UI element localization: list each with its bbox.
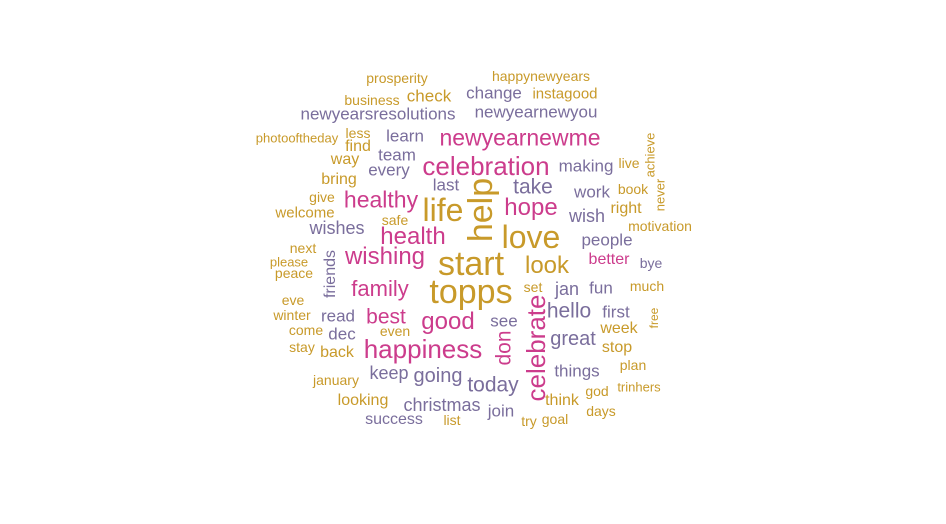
word-good: good (421, 308, 475, 335)
word-instagood: instagood (532, 85, 598, 103)
word-bye: bye (639, 255, 663, 271)
word-don: don (492, 330, 516, 366)
word-every: every (368, 160, 410, 180)
word-celebration: celebration (422, 151, 550, 181)
word-goal: goal (541, 411, 569, 427)
word-days: days (586, 403, 616, 419)
word-christmas: christmas (403, 395, 481, 415)
word-hello: hello (546, 299, 592, 323)
word-take: take (513, 175, 553, 199)
word-great: great (550, 328, 596, 350)
word-healthy: healthy (343, 186, 419, 213)
word-business: business (344, 92, 400, 108)
word-love: love (501, 219, 561, 255)
word-looking: looking (337, 392, 389, 409)
word-friends: friends (322, 249, 339, 299)
word-plan: plan (619, 357, 647, 373)
word-health: health (380, 223, 446, 250)
word-motivation: motivation (628, 218, 692, 234)
word-topps: topps (429, 273, 513, 311)
word-learn: learn (386, 126, 424, 146)
word-achieve: achieve (642, 132, 658, 178)
word-week: week (600, 320, 638, 337)
word-today: today (467, 373, 519, 397)
word-making: making (558, 156, 614, 176)
word-find: find (345, 138, 371, 155)
word-see: see (490, 311, 518, 331)
word-last: last (432, 175, 460, 195)
word-wishing: wishing (344, 243, 426, 270)
word-family: family (351, 276, 409, 301)
word-much: much (629, 278, 665, 294)
word-start: start (437, 245, 505, 283)
word-god: god (585, 383, 609, 399)
word-team: team (378, 145, 416, 165)
word-please: please (269, 254, 309, 270)
word-book: book (617, 181, 649, 197)
word-right: right (610, 200, 642, 217)
word-prosperity: prosperity (366, 70, 428, 86)
word-safe: safe (381, 212, 409, 228)
word-eve: eve (281, 292, 305, 308)
word-even: even (379, 323, 411, 339)
word-less: less (345, 125, 371, 141)
word-dec: dec (328, 324, 356, 344)
word-live: live (618, 155, 640, 171)
word-set: set (523, 279, 543, 295)
word-look: look (524, 252, 570, 279)
word-wishes: wishes (309, 218, 365, 238)
word-newyearnewme: newyearnewme (439, 124, 601, 151)
word-help: help (462, 177, 500, 243)
word-back: back (320, 344, 354, 361)
word-going: going (413, 365, 463, 387)
word-life: life (422, 192, 464, 228)
word-come: come (288, 322, 324, 338)
word-fun: fun (589, 278, 613, 298)
word-newyearsresolutions: newyearsresolutions (300, 104, 456, 124)
word-better: better (588, 251, 630, 268)
word-free: free (647, 307, 661, 329)
word-happynewyears: happynewyears (491, 68, 591, 84)
word-keep: keep (369, 363, 409, 383)
word-way: way (330, 151, 360, 168)
word-photooftheday: photooftheday (255, 130, 339, 146)
word-january: january (313, 372, 359, 388)
word-welcome: welcome (275, 204, 335, 222)
word-join: join (487, 401, 515, 421)
word-success: success (365, 411, 423, 428)
word-think: think (545, 392, 579, 409)
word-try: try (521, 413, 537, 429)
word-next: next (289, 240, 317, 256)
word-wish: wish (568, 206, 606, 226)
word-peace: peace (274, 265, 314, 281)
word-check: check (406, 86, 452, 106)
word-things: things (554, 361, 600, 381)
word-change: change (466, 83, 522, 103)
word-hope: hope (504, 194, 558, 221)
word-happiness: happiness (363, 334, 483, 364)
word-list: list (443, 412, 461, 428)
word-best: best (366, 305, 406, 329)
word-stay: stay (289, 339, 315, 355)
word-bring: bring (321, 171, 357, 188)
word-never: never (652, 178, 668, 212)
word-jan: jan (554, 279, 580, 299)
word-newyearnewyou: newyearnewyou (474, 102, 598, 122)
word-work: work (574, 182, 610, 202)
word-give: give (309, 189, 335, 205)
word-celebrate: celebrate (521, 294, 551, 402)
word-people: people (581, 230, 633, 250)
word-first: first (602, 302, 630, 322)
word-stop: stop (601, 339, 633, 356)
word-trinhers: trinhers (617, 379, 661, 395)
word-read: read (320, 306, 356, 326)
word-winter: winter (273, 307, 311, 323)
